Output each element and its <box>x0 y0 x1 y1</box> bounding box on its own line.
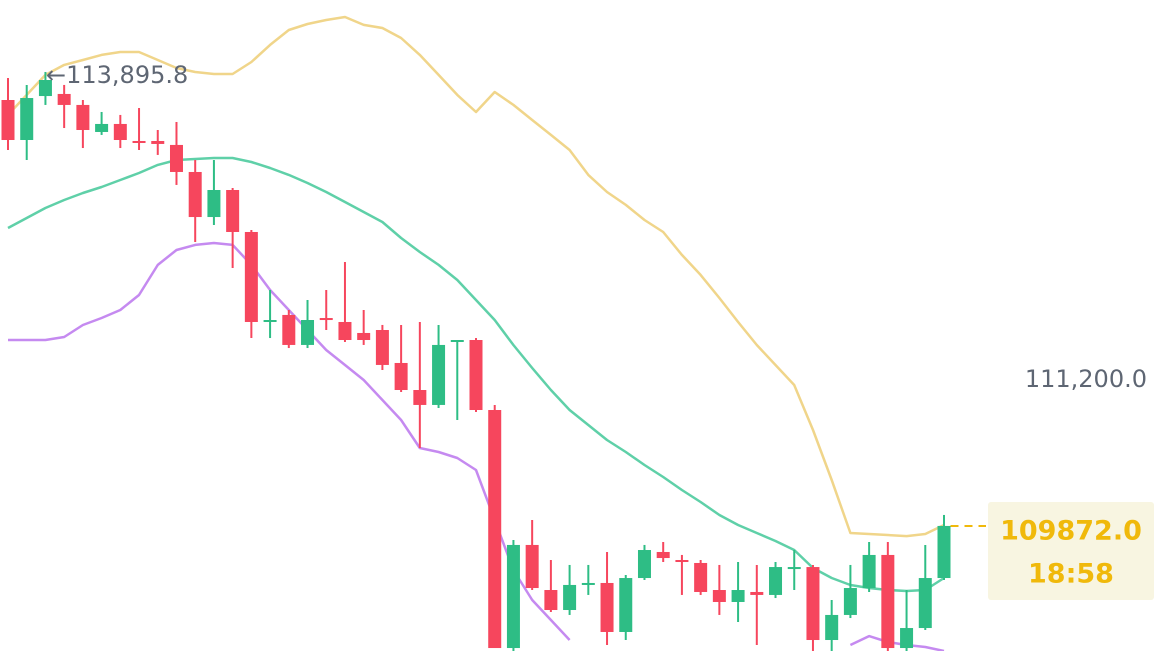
candle-body <box>544 590 558 611</box>
candle-body <box>151 140 165 144</box>
candle-body <box>20 98 34 141</box>
candle-body <box>57 93 71 105</box>
candle-body <box>76 104 90 131</box>
candle-body <box>226 190 240 232</box>
candle-body <box>357 332 371 341</box>
candle-body <box>132 140 146 143</box>
candle-body <box>581 582 595 585</box>
candle-body <box>656 551 670 559</box>
candle-body <box>488 410 502 649</box>
last-price-box <box>988 501 1154 600</box>
candle-body <box>900 628 914 649</box>
candle-body <box>731 590 745 602</box>
candle-body <box>432 344 446 405</box>
candle-body <box>750 591 764 595</box>
candle-body <box>244 231 258 322</box>
candle-body <box>113 123 127 141</box>
last-price-label: 109872.0 <box>1000 515 1142 546</box>
candle-body <box>282 314 296 345</box>
candle-body <box>301 320 315 345</box>
candle-body <box>263 320 277 323</box>
countdown: 18:58 <box>1028 558 1114 589</box>
candle-body <box>188 171 202 218</box>
candle-body <box>675 560 689 563</box>
candle-body <box>600 582 614 632</box>
candle-body <box>881 554 895 649</box>
candle-body <box>469 340 483 411</box>
candle-body <box>787 567 801 570</box>
candle-body <box>825 614 839 641</box>
candle-body <box>169 144 183 172</box>
candle-body <box>450 340 464 343</box>
candle-body <box>937 525 951 579</box>
candle-body <box>619 578 633 632</box>
candle-body <box>506 544 520 649</box>
candle-body <box>862 554 876 589</box>
band-line <box>8 241 945 651</box>
band-line <box>7 15 945 538</box>
candle-body <box>918 578 932 629</box>
candle-body <box>694 562 708 592</box>
high-marker: ←113,895.8 <box>46 61 188 89</box>
candle-body <box>1 100 15 141</box>
candle-body <box>769 567 783 595</box>
candle-body <box>525 544 539 589</box>
candle-body <box>207 190 221 218</box>
candle-body <box>563 584 577 611</box>
candle-body <box>712 590 726 602</box>
candle-body <box>38 80 52 97</box>
candle-body <box>806 567 820 641</box>
candle-body <box>413 390 427 405</box>
candle-body <box>319 318 333 321</box>
candle-body <box>394 362 408 391</box>
y-tick-label: 111,200.0 <box>1025 365 1147 393</box>
candle-body <box>637 550 651 579</box>
candle-body <box>375 330 389 365</box>
candle-body <box>95 123 109 132</box>
band-line <box>7 156 945 593</box>
candle-body <box>338 321 352 341</box>
candle-body <box>843 588 857 615</box>
